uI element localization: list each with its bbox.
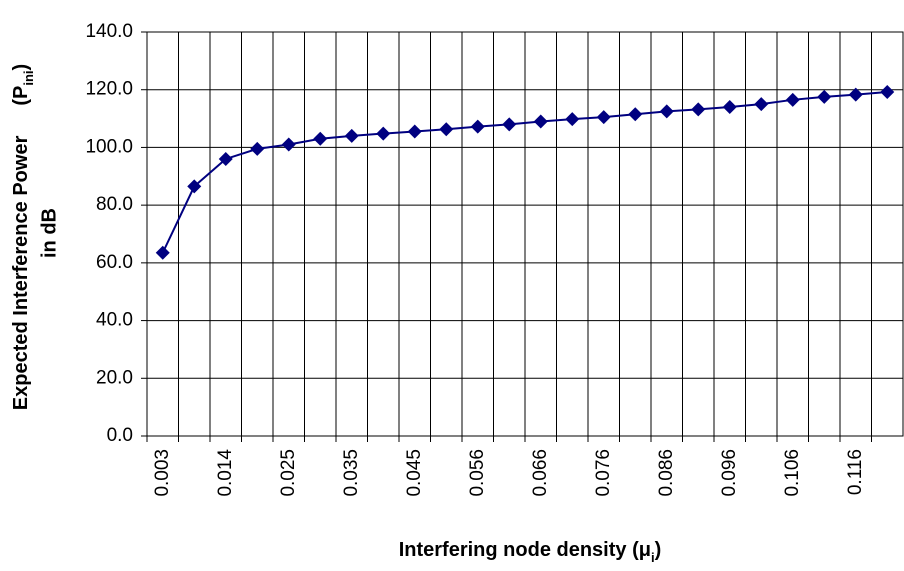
marker — [470, 119, 485, 134]
marker — [817, 89, 832, 104]
marker — [218, 151, 233, 166]
marker — [659, 104, 674, 119]
marker — [596, 110, 611, 125]
marker — [722, 100, 737, 115]
marker — [439, 122, 454, 137]
marker — [691, 102, 706, 117]
x-tick-label: 0.096 — [719, 449, 740, 497]
marker — [376, 126, 391, 141]
x-axis-label: Interfering node density (μi) — [399, 539, 662, 565]
y-axis-label: Expected Interference Power(Pini) — [10, 64, 36, 410]
marker — [250, 141, 265, 156]
x-tick-label: 0.014 — [215, 449, 236, 497]
marker — [565, 112, 580, 127]
y-tick-label: 120.0 — [85, 79, 133, 100]
x-tick-label: 0.116 — [845, 449, 866, 495]
marker — [407, 124, 422, 139]
x-tick-label: 0.045 — [404, 449, 425, 497]
x-tick-label: 0.025 — [278, 449, 299, 497]
marker — [880, 85, 895, 100]
x-tick-label: 0.086 — [656, 449, 677, 497]
x-tick-label: 0.035 — [341, 449, 362, 497]
x-tick-label: 0.003 — [152, 449, 173, 497]
plot-border — [146, 31, 904, 437]
marker — [187, 179, 202, 194]
x-tick-label: 0.056 — [467, 449, 488, 497]
marker — [155, 245, 170, 260]
y-axis-label-line2: in dB — [38, 208, 60, 258]
marker — [533, 114, 548, 129]
marker — [848, 87, 863, 102]
y-tick-label: 100.0 — [85, 136, 133, 157]
marker — [785, 92, 800, 107]
x-tick-label: 0.076 — [593, 449, 614, 497]
y-tick-label: 140.0 — [85, 21, 133, 42]
y-tick-label: 0.0 — [107, 425, 133, 446]
marker — [281, 137, 296, 152]
marker — [628, 107, 643, 122]
y-tick-label: 20.0 — [96, 367, 133, 388]
marker — [344, 128, 359, 143]
marker — [313, 131, 328, 146]
y-tick-label: 40.0 — [96, 310, 133, 331]
x-tick-label: 0.066 — [530, 449, 551, 497]
marker — [502, 117, 517, 132]
y-tick-label: 80.0 — [96, 194, 133, 215]
marker — [754, 97, 769, 112]
y-tick-label: 60.0 — [96, 252, 133, 273]
x-tick-label: 0.106 — [782, 449, 803, 497]
